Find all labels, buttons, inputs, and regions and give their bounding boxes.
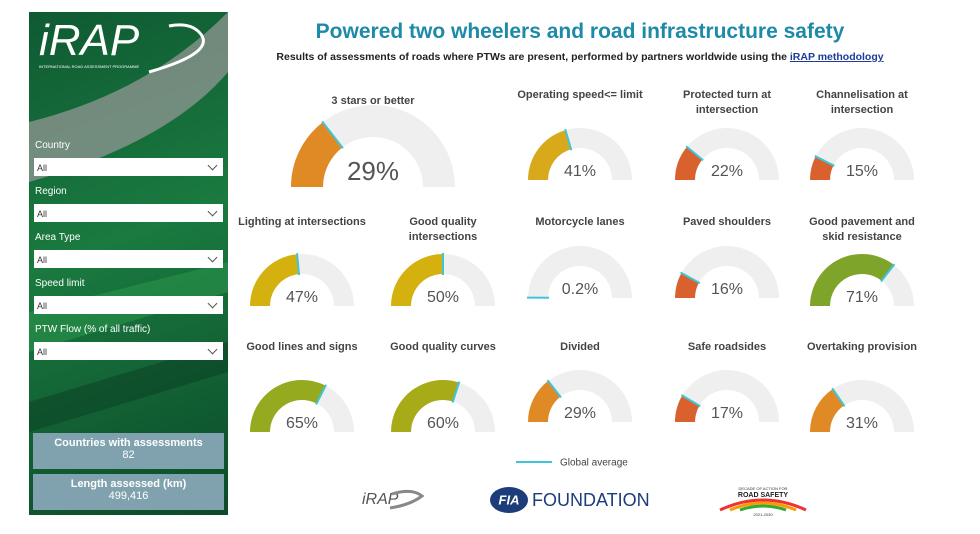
gauge-arc (810, 388, 845, 432)
stat-label: Length assessed (km) (70, 478, 187, 490)
gauge-track (528, 246, 632, 298)
gauge-label: Good quality intersections (408, 216, 478, 243)
global-average-marker (546, 379, 562, 399)
gauge-label: Operating speed<= limit (517, 89, 643, 101)
filter-dropdown[interactable]: All (34, 342, 223, 360)
gauge-value: 31% (846, 415, 878, 432)
gauge-arc (675, 272, 699, 298)
filter-label: PTW Flow (% of all traffic) (35, 324, 151, 335)
footer-irap: iRAP (362, 491, 399, 508)
stat-value: 82 (122, 449, 135, 461)
title: Powered two wheelers and road infrastruc… (315, 20, 845, 43)
subtitle-text: Results of assessments of roads where PT… (276, 51, 787, 63)
gauge-value: 29% (347, 156, 399, 186)
gauge-track (291, 105, 455, 187)
filter-label: Region (35, 186, 67, 197)
gauge-label: Good quality curves (390, 341, 496, 353)
footer-decade: DECADE OF ACTION FOR (739, 486, 788, 491)
logo-sub: INTERNATIONAL ROAD ASSESSMENT PROGRAMME (39, 64, 140, 69)
global-average-marker (315, 384, 327, 405)
filter-label: Area Type (35, 232, 81, 243)
subtitle: Results of assessments of roads where PT… (230, 51, 930, 63)
gauge-label: Protected turn at intersection (682, 89, 771, 116)
gauge-value: 22% (711, 163, 743, 180)
gauge-track (675, 128, 779, 180)
gauge-value: 71% (846, 289, 878, 306)
gauge-label: Divided (560, 341, 600, 353)
global-average-marker (880, 263, 896, 283)
gauge-value: 0.2% (562, 281, 598, 298)
stat-box: Length assessed (km) 499,416 (33, 474, 224, 510)
stat-box: Countries with assessments 82 (33, 433, 224, 469)
gauge-value: 29% (564, 405, 596, 422)
footer-foundation: FOUNDATION (532, 490, 650, 510)
sidebar: iRAP INTERNATIONAL ROAD ASSESSMENT PROGR… (29, 12, 228, 515)
filter-dropdown[interactable]: All (34, 296, 223, 314)
gauge-track (675, 246, 779, 298)
gauge-arc (250, 380, 326, 432)
filter-dropdown[interactable]: All (34, 204, 223, 222)
gauge-track (675, 370, 779, 422)
gauge-arc (810, 254, 894, 306)
gauge-arc (391, 380, 460, 432)
gauge-label: Good lines and signs (246, 341, 358, 353)
global-average-marker (451, 381, 461, 403)
gauge-label: 3 stars or better (331, 95, 415, 107)
gauge-value: 16% (711, 281, 743, 298)
gauge-label: Channelisation at intersection (816, 89, 908, 116)
gauge-track (528, 370, 632, 422)
stat-label: Countries with assessments (54, 437, 203, 449)
gauge-label: Overtaking provision (806, 341, 918, 353)
gauge-value: 41% (564, 163, 596, 180)
methodology-link[interactable]: iRAP methodology (789, 51, 884, 63)
gauge-arc (391, 254, 443, 306)
gauge-arc (528, 380, 561, 422)
filter-dropdown[interactable]: All (34, 250, 223, 268)
gauge-label: Good pavement and skid resistance (809, 216, 915, 243)
footer-road-safety: ROAD SAFETY (738, 492, 789, 499)
global-average-marker (680, 271, 701, 284)
global-average-marker (814, 155, 835, 167)
footer-years: 2021-2030 (753, 512, 773, 517)
gauge-value: 60% (427, 415, 459, 432)
legend-label: Global average (560, 458, 628, 469)
filter-label: Speed limit (35, 278, 85, 289)
gauge-value: 47% (286, 289, 318, 306)
global-average-marker (685, 145, 704, 162)
gauge-track (810, 128, 914, 180)
global-average-marker (564, 128, 573, 151)
gauge-label: Paved shoulders (682, 216, 772, 228)
global-average-marker (831, 387, 846, 407)
stat-value: 499,416 (108, 490, 149, 502)
gauge-arc (528, 130, 572, 180)
global-average-marker (680, 394, 701, 408)
global-average-marker (321, 120, 344, 149)
filter-label: Country (35, 140, 71, 151)
gauge-label: Lighting at intersections (238, 216, 366, 228)
gauge-value: 65% (286, 415, 318, 432)
gauge-value: 17% (711, 405, 743, 422)
logo: iRAP (39, 16, 140, 65)
gauge-arc (810, 156, 834, 180)
footer-fia: FIA (499, 492, 520, 507)
gauge-arc (291, 122, 343, 187)
global-average-marker (296, 253, 301, 276)
gauge-value: 15% (846, 163, 878, 180)
gauge-label: Motorcycle lanes (535, 216, 625, 228)
filter-dropdown[interactable]: All (34, 158, 223, 176)
gauge-arc (250, 254, 299, 306)
gauge-value: 50% (427, 289, 459, 306)
gauge-label: Safe roadsides (687, 341, 767, 353)
